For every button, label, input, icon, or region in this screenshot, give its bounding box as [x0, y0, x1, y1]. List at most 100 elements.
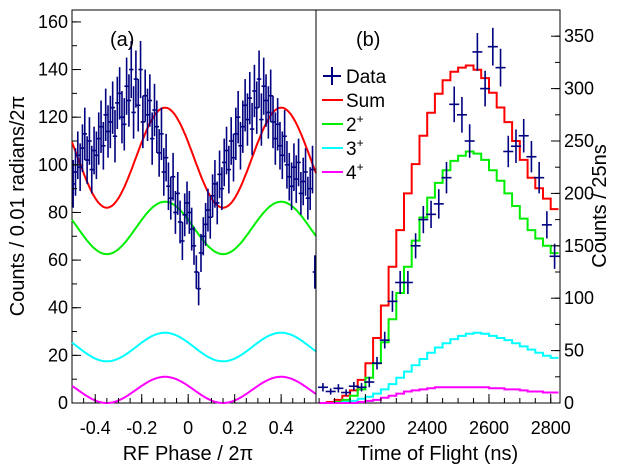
legend-entry-2: 2+	[322, 112, 364, 136]
legend-label-0: Data	[346, 67, 387, 88]
legend-entry-3: 3+	[322, 136, 364, 160]
data-point-b-4	[348, 382, 359, 391]
legend-entry-4: 4+	[322, 160, 364, 184]
data-point-a-70	[233, 107, 239, 161]
legend-entry-1: Sum	[322, 91, 385, 112]
data-point-a-65	[222, 138, 227, 187]
data-point-b-25	[510, 129, 521, 164]
data-point-b-11	[402, 270, 413, 295]
panel-a-ticks: -0.4 -0.2 0 0.2 0.4 0 20 40 60 80 100 120 140 160	[38, 12, 317, 438]
data-point-a-92	[284, 141, 290, 189]
ytick-label-b-2: 100	[564, 288, 594, 308]
data-point-a-5	[82, 107, 87, 161]
data-point-a-95	[291, 143, 297, 192]
legend-label-2: 2+	[346, 112, 364, 136]
curve-b-2	[319, 331, 559, 404]
data-point-a-23	[124, 57, 129, 115]
data-point-a-96	[294, 155, 299, 203]
data-point-b-3	[341, 389, 352, 396]
data-point-b-12	[410, 233, 421, 259]
data-point-a-46	[177, 200, 183, 244]
data-point-a-30	[140, 95, 146, 149]
panel-b-frame	[315, 9, 561, 404]
curve-b-0	[319, 64, 559, 404]
curve-a-2	[71, 331, 317, 363]
data-point-a-55	[198, 233, 204, 272]
data-point-a-53	[194, 255, 199, 289]
data-point-b-23	[495, 48, 506, 87]
panel-a-label: (a)	[110, 29, 134, 51]
data-point-b-29	[541, 211, 552, 239]
data-point-b-24	[503, 135, 514, 168]
data-point-a-28	[136, 79, 141, 132]
data-point-a-24	[126, 74, 132, 127]
curve-a-0	[71, 106, 317, 209]
xtick-label-a-4: 0.4	[269, 418, 294, 438]
panel-b-ticks: 2200 2400 2600 2800 0 50 100 150 200 250 300 350	[318, 9, 594, 438]
data-point-a-99	[301, 157, 306, 206]
panel-b: 2200 2400 2600 2800 0 50 100 150 200 250 300 350 (b…	[315, 9, 611, 465]
data-point-a-36	[154, 100, 160, 153]
data-point-b-6	[364, 376, 375, 388]
data-point-a-57	[203, 202, 208, 246]
data-point-a-85	[268, 69, 273, 122]
data-point-a-26	[131, 86, 136, 139]
data-point-a-12	[98, 100, 104, 153]
ytick-label-a-1: 20	[48, 345, 68, 365]
xtick-label-b-3: 2800	[531, 418, 571, 438]
data-point-a-40	[163, 133, 169, 182]
data-point-a-32	[145, 88, 150, 141]
xtick-label-a-3: 0.2	[222, 418, 247, 438]
data-point-a-100	[303, 148, 308, 196]
data-point-a-67	[226, 145, 232, 194]
data-point-a-50	[187, 191, 192, 234]
ytick-label-b-0: 0	[564, 393, 574, 413]
data-point-a-34	[149, 112, 155, 165]
data-point-b-20	[472, 33, 483, 71]
data-point-b-28	[534, 161, 545, 194]
data-point-a-20	[117, 67, 122, 120]
curve-b-1	[319, 150, 559, 404]
data-point-b-7	[372, 356, 382, 370]
data-point-a-27	[133, 50, 139, 108]
panel-b-label: (b)	[356, 29, 380, 51]
data-point-a-82	[261, 57, 266, 115]
ytick-label-a-5: 100	[38, 155, 68, 175]
data-point-a-11	[96, 112, 101, 165]
data-point-a-22	[122, 98, 127, 151]
data-point-b-16	[441, 161, 452, 194]
data-point-a-56	[201, 217, 206, 256]
legend-label-1: Sum	[346, 91, 385, 112]
data-point-a-69	[231, 133, 236, 182]
data-point-a-48	[182, 193, 187, 237]
data-point-a-17	[110, 81, 115, 134]
data-point-a-62	[215, 181, 220, 225]
data-point-a-29	[138, 40, 143, 99]
data-point-a-39	[161, 148, 166, 196]
panel-b-ylabel: Counts / 25ns	[589, 144, 611, 267]
data-point-b-26	[518, 118, 529, 153]
data-point-a-31	[143, 69, 148, 122]
data-point-b-14	[426, 200, 437, 228]
data-point-a-42	[168, 176, 173, 220]
data-point-a-41	[166, 162, 171, 211]
panel-a-ylabel: Counts / 0.01 radians/2π	[7, 96, 29, 317]
ytick-label-a-4: 80	[48, 202, 68, 222]
ytick-label-b-7: 350	[564, 26, 594, 46]
data-point-a-37	[156, 129, 162, 177]
data-point-a-52	[191, 226, 197, 265]
data-point-a-6	[84, 136, 90, 184]
data-point-a-74	[242, 79, 248, 132]
data-point-a-44	[173, 191, 178, 234]
ytick-label-b-1: 50	[564, 341, 584, 361]
data-point-a-8	[89, 145, 94, 194]
data-point-a-66	[224, 126, 229, 175]
ytick-label-b-5: 250	[564, 131, 594, 151]
data-point-a-49	[184, 181, 190, 225]
data-point-a-33	[147, 74, 153, 127]
data-point-a-84	[266, 86, 271, 139]
data-point-a-97	[296, 138, 301, 187]
curve-a-3	[71, 375, 317, 404]
data-point-a-18	[112, 110, 118, 163]
